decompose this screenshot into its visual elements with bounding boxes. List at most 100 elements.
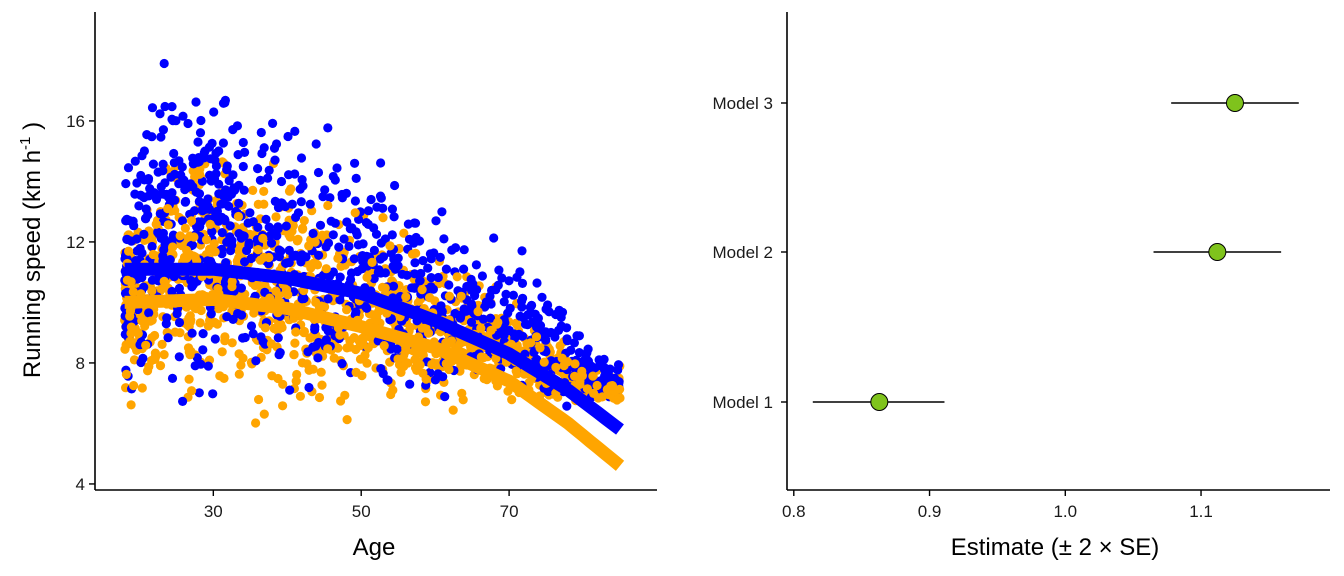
scatter-point: [210, 155, 220, 165]
y-tick-label: 4: [76, 475, 85, 494]
scatter-point: [320, 185, 330, 195]
scatter-point: [390, 180, 400, 191]
scatter-point: [240, 147, 250, 157]
scatter-point: [182, 253, 192, 263]
scatter-point: [220, 277, 230, 287]
scatter-point: [214, 179, 224, 189]
scatter-point: [236, 283, 246, 293]
scatter-point: [147, 286, 157, 296]
scatter-point: [477, 271, 487, 281]
scatter-point: [238, 137, 248, 148]
scatter-point: [367, 257, 377, 267]
scatter-point: [369, 223, 379, 233]
scatter-point: [183, 118, 193, 129]
scatter-point: [239, 231, 249, 241]
scatter-point: [429, 248, 439, 258]
scatter-point: [333, 253, 343, 263]
scatter-point: [379, 341, 389, 351]
scatter-point: [569, 338, 580, 348]
scatter-point: [185, 350, 195, 360]
scatter-point: [399, 228, 409, 238]
scatter-point: [160, 101, 170, 112]
scatter-point: [293, 234, 303, 244]
scatter-point: [310, 325, 320, 335]
forest-row: Model 1: [713, 393, 945, 412]
scatter-point: [144, 362, 154, 372]
scatter-point: [471, 260, 481, 270]
scatter-point: [316, 301, 327, 311]
scatter-point: [489, 233, 499, 243]
scatter-point: [380, 283, 390, 293]
scatter-point: [174, 352, 184, 362]
scatter-point: [491, 353, 501, 363]
scatter-point: [441, 264, 451, 274]
scatter-point: [470, 291, 480, 301]
y-tick-label: 8: [76, 354, 85, 373]
scatter-point: [285, 385, 295, 395]
scatter-point: [244, 240, 254, 250]
scatter-point: [234, 369, 244, 379]
scatter-point: [138, 353, 148, 363]
forest-x-tick-label: 1.0: [1053, 502, 1077, 521]
scatter-point: [494, 265, 504, 275]
scatter-point: [233, 211, 243, 222]
scatter-point: [139, 192, 149, 203]
forest-x-ticks: 0.8 0.9 1.0 1.1: [782, 490, 1213, 521]
scatter-point: [210, 334, 220, 344]
scatter-point: [572, 331, 582, 341]
scatter-point: [148, 159, 158, 169]
scatter-point: [273, 222, 283, 232]
scatter-point: [378, 213, 388, 223]
scatter-point: [295, 184, 305, 194]
scatter-point: [159, 350, 169, 360]
scatter-point: [303, 347, 313, 357]
scatter-point: [239, 185, 249, 195]
scatter-point: [291, 327, 301, 337]
scatter-point: [264, 222, 274, 232]
scatter-point: [137, 383, 147, 393]
scatter-point: [476, 352, 486, 362]
forest-row: Model 3: [713, 94, 1299, 113]
scatter-point: [162, 313, 172, 323]
scatter-point: [308, 228, 318, 239]
scatter-point: [295, 391, 305, 401]
forest-x-tick-label: 0.8: [782, 502, 806, 521]
scatter-point: [409, 218, 419, 228]
scatter-point: [187, 386, 197, 396]
scatter-point: [425, 293, 435, 303]
scatter-point: [315, 220, 326, 230]
scatter-point: [562, 401, 572, 411]
scatter-point: [317, 230, 327, 240]
scatter-point: [337, 359, 347, 369]
scatter-point: [468, 279, 478, 289]
scatter-point: [444, 291, 454, 301]
scatter-point: [180, 223, 190, 233]
scatter-point: [385, 241, 395, 251]
scatter-point: [176, 170, 186, 180]
scatter-point: [274, 350, 284, 360]
scatter-point: [126, 236, 136, 246]
scatter-point: [187, 240, 197, 250]
trend-line-orange: [124, 292, 625, 471]
scatter-point: [246, 321, 257, 331]
scatter-point: [141, 204, 151, 214]
scatter-point: [532, 278, 542, 288]
scatter-point: [330, 175, 340, 185]
scatter-point: [186, 216, 197, 226]
scatter-point: [305, 333, 315, 343]
scatter-point: [148, 249, 158, 260]
y-axis-title-superscript: -1: [17, 137, 34, 150]
scatter-point: [140, 213, 151, 224]
scatter-point: [218, 98, 229, 108]
scatter-point: [537, 292, 547, 302]
scatter-point: [216, 199, 226, 209]
scatter-point: [182, 245, 192, 255]
forest-x-tick-label: 0.9: [918, 502, 942, 521]
scatter-point: [423, 263, 433, 273]
scatter-point: [592, 380, 602, 391]
scatter-point: [274, 245, 284, 255]
scatter-point: [325, 193, 335, 203]
scatter-point: [286, 184, 296, 194]
scatter-point: [459, 304, 469, 314]
scatter-point: [332, 163, 342, 173]
